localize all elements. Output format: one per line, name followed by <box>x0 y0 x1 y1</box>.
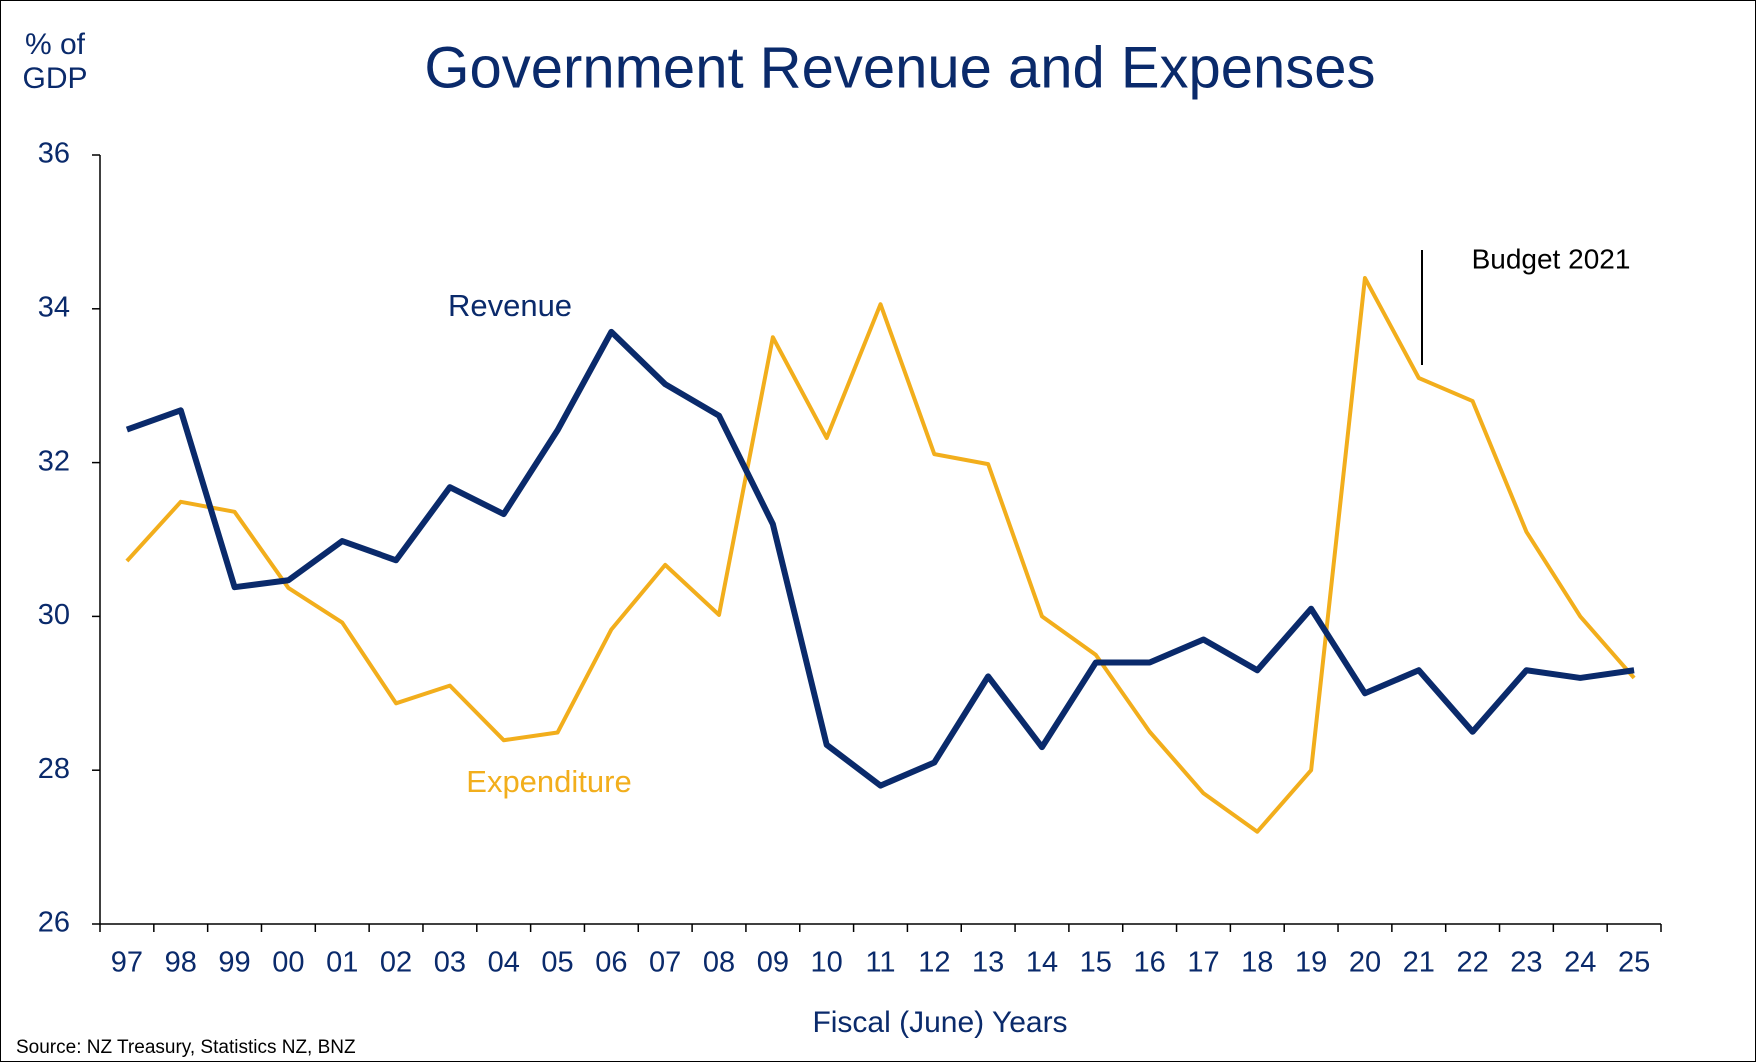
x-tick-label: 18 <box>1241 947 1273 979</box>
y-tick-label: 36 <box>38 138 70 170</box>
x-tick-label: 15 <box>1080 947 1112 979</box>
series-line <box>125 328 1635 789</box>
x-tick-label: 08 <box>703 947 735 979</box>
x-tick-label: 99 <box>218 947 250 979</box>
annotation: Budget 2021 <box>1472 243 1631 274</box>
x-tick-label: 04 <box>488 947 520 979</box>
y-tick-label: 26 <box>38 907 70 939</box>
x-tick-label: 01 <box>326 947 358 979</box>
y-axis-label-box: % of GDP <box>22 28 88 95</box>
y-tick-label: 34 <box>38 291 70 323</box>
y-tick-label: 32 <box>38 445 70 477</box>
legend-label: Expenditure <box>466 764 631 799</box>
x-tick-label: 07 <box>649 947 681 979</box>
x-tick-label: 24 <box>1564 947 1596 979</box>
y-tick-label: 28 <box>38 753 70 785</box>
x-tick-label: 05 <box>541 947 573 979</box>
x-tick-label: 06 <box>595 947 627 979</box>
x-tick-label: 19 <box>1295 947 1327 979</box>
x-tick-label: 25 <box>1618 947 1650 979</box>
source: Source: NZ Treasury, Statistics NZ, BNZ <box>16 1037 356 1058</box>
x-tick-label: 21 <box>1403 947 1435 979</box>
x-tick-label: 02 <box>380 947 412 979</box>
x-tick-label: 23 <box>1510 947 1542 979</box>
series-line <box>125 276 1636 834</box>
x-tick-label: 14 <box>1026 947 1058 979</box>
x-tick-label: 00 <box>272 947 304 979</box>
y-tick-label: 30 <box>38 599 70 631</box>
chart-title: Government Revenue and Expenses <box>424 35 1375 100</box>
x-tick-label: 20 <box>1349 947 1381 979</box>
x-tick-label: 10 <box>811 947 843 979</box>
x-axis-label: Fiscal (June) Years <box>812 1006 1067 1039</box>
x-tick-label: 98 <box>165 947 197 979</box>
x-tick-label: 12 <box>918 947 950 979</box>
x-tick-label: 97 <box>111 947 143 979</box>
x-tick-label: 03 <box>434 947 466 979</box>
y-axis-label: % of GDP <box>22 28 88 95</box>
x-tick-label: 11 <box>865 947 895 979</box>
x-tick-label: 16 <box>1134 947 1166 979</box>
x-tick-label: 13 <box>972 947 1004 979</box>
x-tick-label: 17 <box>1187 947 1219 979</box>
legend-label: Revenue <box>448 288 572 323</box>
x-tick-label: 22 <box>1456 947 1488 979</box>
x-tick-label: 09 <box>757 947 789 979</box>
